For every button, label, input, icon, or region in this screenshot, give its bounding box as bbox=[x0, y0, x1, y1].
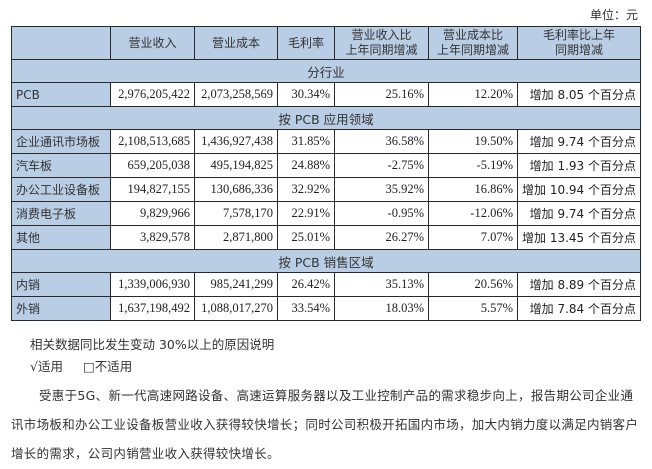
cell-revenue-yoy: -0.95% bbox=[334, 201, 429, 226]
cell-gm-yoy: 增加 1.93 个百分点 bbox=[517, 153, 641, 178]
table-row: 办公工业设备板 194,827,155 130,686,336 32.92% 35.92… bbox=[11, 177, 641, 202]
table-row: 汽车板 659,205,038 495,194,825 24.88% -2.75% -5.… bbox=[11, 153, 641, 178]
cell-gm-yoy: 增加 8.89 个百分点 bbox=[517, 272, 641, 297]
table-body: 分行业 PCB 2,976,205,422 2,073,258,569 30.34% 25… bbox=[11, 59, 641, 321]
cell-gm-yoy: 增加 13.45 个百分点 bbox=[517, 225, 641, 250]
row-label: 企业通讯市场板 bbox=[11, 129, 111, 154]
reason-title: 相关数据同比发生变动 30%以上的原因说明 bbox=[30, 337, 275, 352]
row-label: 其他 bbox=[11, 225, 111, 250]
cell-gm-yoy: 增加 7.84 个百分点 bbox=[517, 296, 641, 321]
cell-cost-yoy: 7.07% bbox=[428, 225, 518, 250]
cell-cost: 1,436,927,438 bbox=[194, 129, 278, 154]
header-revenue-yoy: 营业收入比 上年同期增减 bbox=[334, 26, 429, 60]
cell-revenue: 1,339,006,930 bbox=[110, 272, 195, 297]
cell-gross-margin: 33.54% bbox=[277, 296, 335, 321]
header-cell-label bbox=[11, 26, 111, 60]
cell-gm-yoy: 增加 8.05 个百分点 bbox=[517, 82, 641, 107]
cell-cost-yoy: -5.19% bbox=[428, 153, 518, 178]
cell-cost-yoy: 19.50% bbox=[428, 129, 518, 154]
cell-gross-margin: 32.92% bbox=[277, 177, 335, 202]
cell-revenue-yoy: 35.92% bbox=[334, 177, 429, 202]
financial-table: 营业收入 营业成本 毛利率 营业收入比 上年同期增减 营业成本比 上年同期增减 毛利… bbox=[11, 26, 641, 321]
cell-gross-margin: 22.91% bbox=[277, 201, 335, 226]
header-gross-margin: 毛利率 bbox=[277, 26, 335, 60]
not-applicable-option: □不适用 bbox=[82, 359, 133, 374]
cell-revenue: 2,108,513,685 bbox=[110, 129, 195, 154]
cell-cost-yoy: 16.86% bbox=[428, 177, 518, 202]
row-label: PCB bbox=[11, 82, 111, 107]
cell-revenue: 9,829,966 bbox=[110, 201, 195, 226]
header-gm-yoy: 毛利率比上年 同期增减 bbox=[517, 26, 641, 60]
section-header-row: 分行业 bbox=[11, 59, 641, 83]
section-header-row: 按 PCB 销售区域 bbox=[11, 249, 641, 273]
cell-gross-margin: 26.42% bbox=[277, 272, 335, 297]
cell-revenue-yoy: 35.13% bbox=[334, 272, 429, 297]
unit-label: 单位：元 bbox=[589, 8, 638, 22]
cell-cost-yoy: 12.20% bbox=[428, 82, 518, 107]
row-label: 外销 bbox=[11, 296, 111, 321]
table-row: 消费电子板 9,829,966 7,578,170 22.91% -0.95% -12.0… bbox=[11, 201, 641, 226]
cell-cost: 2,871,800 bbox=[194, 225, 278, 250]
explanation-paragraph: 受惠于5G、新一代高速网路设备、高速运算服务器以及工业控制产品的需求稳步向上，报… bbox=[11, 388, 639, 461]
cell-cost-yoy: 5.57% bbox=[428, 296, 518, 321]
cell-cost: 130,686,336 bbox=[194, 177, 278, 202]
cell-revenue-yoy: -2.75% bbox=[334, 153, 429, 178]
table-row: 内销 1,339,006,930 985,241,299 26.42% 35.13% 20… bbox=[11, 272, 641, 297]
notes: 相关数据同比发生变动 30%以上的原因说明 √适用 □不适用 bbox=[30, 334, 274, 378]
cell-revenue-yoy: 25.16% bbox=[334, 82, 429, 107]
header-cost: 营业成本 bbox=[194, 26, 278, 60]
section-title: 按 PCB 销售区域 bbox=[11, 249, 641, 273]
table-header-row: 营业收入 营业成本 毛利率 营业收入比 上年同期增减 营业成本比 上年同期增减 毛利… bbox=[11, 26, 641, 60]
header-cost-yoy: 营业成本比 上年同期增减 bbox=[428, 26, 518, 60]
row-label: 汽车板 bbox=[11, 153, 111, 178]
cell-gm-yoy: 增加 9.74 个百分点 bbox=[517, 129, 641, 154]
cell-revenue: 194,827,155 bbox=[110, 177, 195, 202]
section-title: 分行业 bbox=[11, 59, 641, 83]
row-label: 消费电子板 bbox=[11, 201, 111, 226]
cell-revenue: 1,637,198,492 bbox=[110, 296, 195, 321]
cell-cost: 985,241,299 bbox=[194, 272, 278, 297]
cell-cost: 2,073,258,569 bbox=[194, 82, 278, 107]
cell-revenue-yoy: 26.27% bbox=[334, 225, 429, 250]
table-row: 企业通讯市场板 2,108,513,685 1,436,927,438 31.85% 3… bbox=[11, 129, 641, 154]
cell-cost: 1,088,017,270 bbox=[194, 296, 278, 321]
header-revenue: 营业收入 bbox=[110, 26, 195, 60]
cell-revenue: 2,976,205,422 bbox=[110, 82, 195, 107]
section-header-row: 按 PCB 应用领域 bbox=[11, 106, 641, 130]
section-title: 按 PCB 应用领域 bbox=[11, 106, 641, 130]
row-label: 内销 bbox=[11, 272, 111, 297]
cell-gross-margin: 30.34% bbox=[277, 82, 335, 107]
applicable-option: √适用 bbox=[30, 359, 63, 374]
cell-cost: 7,578,170 bbox=[194, 201, 278, 226]
applicability: √适用 □不适用 bbox=[30, 356, 274, 378]
cell-gross-margin: 31.85% bbox=[277, 129, 335, 154]
row-label: 办公工业设备板 bbox=[11, 177, 111, 202]
cell-cost-yoy: 20.56% bbox=[428, 272, 518, 297]
cell-gross-margin: 25.01% bbox=[277, 225, 335, 250]
cell-revenue: 659,205,038 bbox=[110, 153, 195, 178]
cell-gross-margin: 24.88% bbox=[277, 153, 335, 178]
cell-gm-yoy: 增加 9.74 个百分点 bbox=[517, 201, 641, 226]
table-row: 其他 3,829,578 2,871,800 25.01% 26.27% 7.07% 增加 … bbox=[11, 225, 641, 250]
cell-cost-yoy: -12.06% bbox=[428, 201, 518, 226]
cell-gm-yoy: 增加 10.94 个百分点 bbox=[517, 177, 641, 202]
cell-revenue-yoy: 18.03% bbox=[334, 296, 429, 321]
cell-revenue: 3,829,578 bbox=[110, 225, 195, 250]
table-row: 外销 1,637,198,492 1,088,017,270 33.54% 18.03%… bbox=[11, 296, 641, 321]
table-row: PCB 2,976,205,422 2,073,258,569 30.34% 25.16… bbox=[11, 82, 641, 107]
cell-cost: 495,194,825 bbox=[194, 153, 278, 178]
cell-revenue-yoy: 36.58% bbox=[334, 129, 429, 154]
